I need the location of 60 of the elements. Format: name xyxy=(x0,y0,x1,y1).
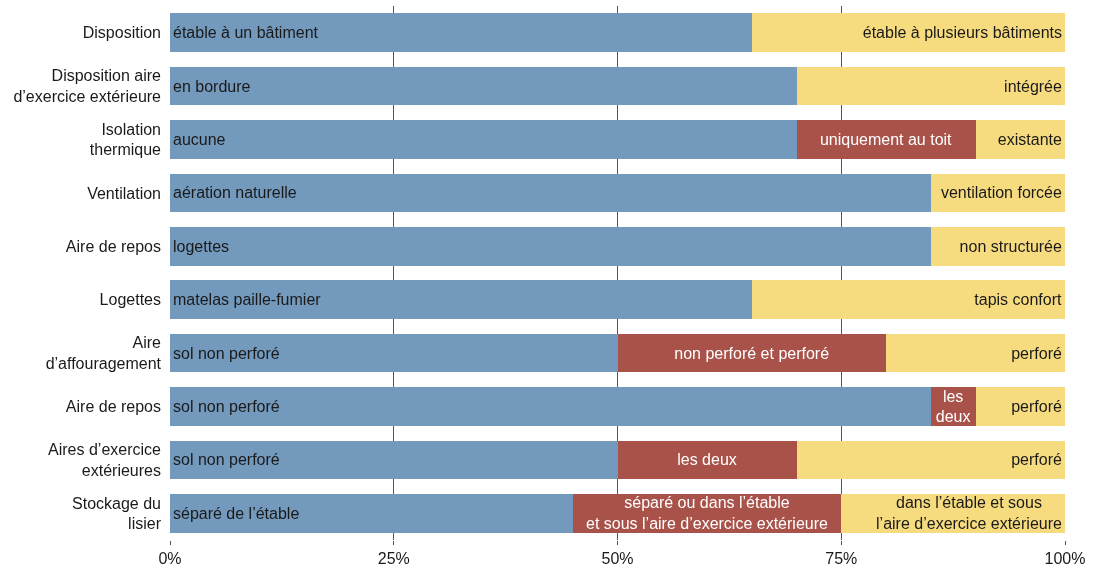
y-tick-label: Aire d’affouragement xyxy=(45,334,162,373)
data-label: aération naturelle xyxy=(173,184,297,202)
data-label: intégrée xyxy=(1004,77,1062,95)
data-label: perforé xyxy=(1011,344,1062,362)
data-label: étable à plusieurs bâtiments xyxy=(862,24,1062,42)
data-label: tapis confort xyxy=(974,291,1062,309)
bar xyxy=(170,333,618,373)
bar xyxy=(170,173,931,213)
bar xyxy=(975,387,1065,426)
y-tick-label: Ventilation xyxy=(87,184,161,202)
data-label: étable à un bâtiment xyxy=(173,24,319,42)
data-label: existante xyxy=(997,131,1062,148)
bar xyxy=(930,227,1065,266)
data-label: séparé ou dans l’étable et sous l’aire d’exercice extérieure xyxy=(586,494,828,533)
x-tick-label: 25% xyxy=(377,550,410,568)
x-tick-label: 75% xyxy=(825,550,858,568)
bar xyxy=(886,333,1065,373)
bar xyxy=(170,66,797,106)
data-label: non structurée xyxy=(959,237,1062,255)
data-label: dans l’étable et sous l’aire d’exercice extérieure xyxy=(876,494,1062,533)
data-label: séparé de l’étable xyxy=(173,504,300,522)
x-tick-label: 50% xyxy=(601,550,634,568)
x-tick-label: 100% xyxy=(1044,550,1086,568)
data-label: les deux xyxy=(677,451,737,469)
bar xyxy=(170,227,931,266)
y-tick-label: Aires d’exercice extérieures xyxy=(48,441,162,479)
data-label: en bordure xyxy=(173,77,251,95)
bar xyxy=(617,333,886,373)
data-label: sol non perforé xyxy=(173,398,280,415)
bar xyxy=(796,120,976,159)
y-tick-label: Isolation thermique xyxy=(89,120,162,159)
bar xyxy=(170,120,797,159)
data-label: uniquement au toit xyxy=(819,131,953,148)
bar xyxy=(170,13,752,52)
data-label: ventilation forcée xyxy=(940,184,1062,202)
bar xyxy=(170,494,573,533)
y-tick-label: Aire de repos xyxy=(65,398,161,416)
y-tick-label: Disposition xyxy=(82,24,161,42)
data-label: sol non perforé xyxy=(173,344,280,362)
bar xyxy=(796,440,1065,480)
data-label: logettes xyxy=(173,237,230,255)
bar xyxy=(170,387,931,426)
x-tick-label: 0% xyxy=(158,550,182,568)
bar xyxy=(170,280,752,319)
data-label: matelas paille-fumier xyxy=(173,291,322,309)
bar xyxy=(796,66,1065,106)
y-tick-label: Disposition aire d’exercice extérieure xyxy=(13,67,162,106)
data-label: perforé xyxy=(1011,451,1062,469)
y-tick-label: Stockage du lisier xyxy=(72,494,162,533)
data-label: non perforé et perforé xyxy=(674,344,830,362)
bar xyxy=(751,13,1065,52)
bar xyxy=(170,440,618,480)
y-tick-label: Aire de repos xyxy=(65,237,161,255)
data-label: les deux xyxy=(935,387,971,426)
data-label: sol non perforé xyxy=(173,451,280,469)
bar xyxy=(617,440,797,480)
data-label: aucune xyxy=(173,131,226,148)
data-label: perforé xyxy=(1011,398,1062,415)
bar xyxy=(751,280,1065,319)
y-tick-label: Logettes xyxy=(99,291,161,309)
